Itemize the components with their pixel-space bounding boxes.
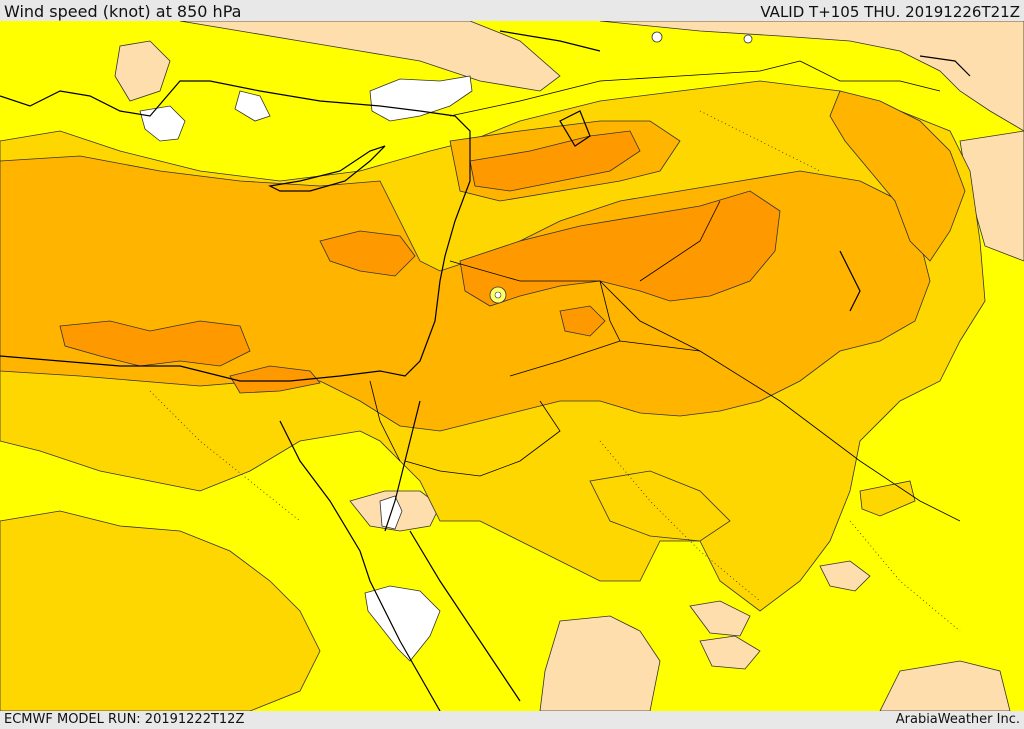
- wind-zone-calm: [139, 31, 753, 662]
- title-bar: Wind speed (knot) at 850 hPa VALID T+105…: [0, 0, 1024, 21]
- weather-map: [0, 21, 1024, 711]
- credit-label: ArabiaWeather Inc.: [895, 712, 1020, 727]
- wind-zone-very-strong: [59, 130, 781, 394]
- map-title: Wind speed (knot) at 850 hPa: [4, 2, 242, 21]
- model-run-label: ECMWF MODEL RUN: 20191222T12Z: [4, 712, 245, 727]
- coastlines: [0, 30, 971, 711]
- wind-max-core: [494, 291, 502, 299]
- wind-speed-map: [0, 21, 1024, 711]
- footer-bar: ECMWF MODEL RUN: 20191222T12Z ArabiaWeat…: [0, 711, 1024, 729]
- country-borders: [369, 60, 961, 522]
- valid-time: VALID T+105 THU. 20191226T21Z: [760, 3, 1020, 21]
- wind-zone-light: [114, 21, 1024, 711]
